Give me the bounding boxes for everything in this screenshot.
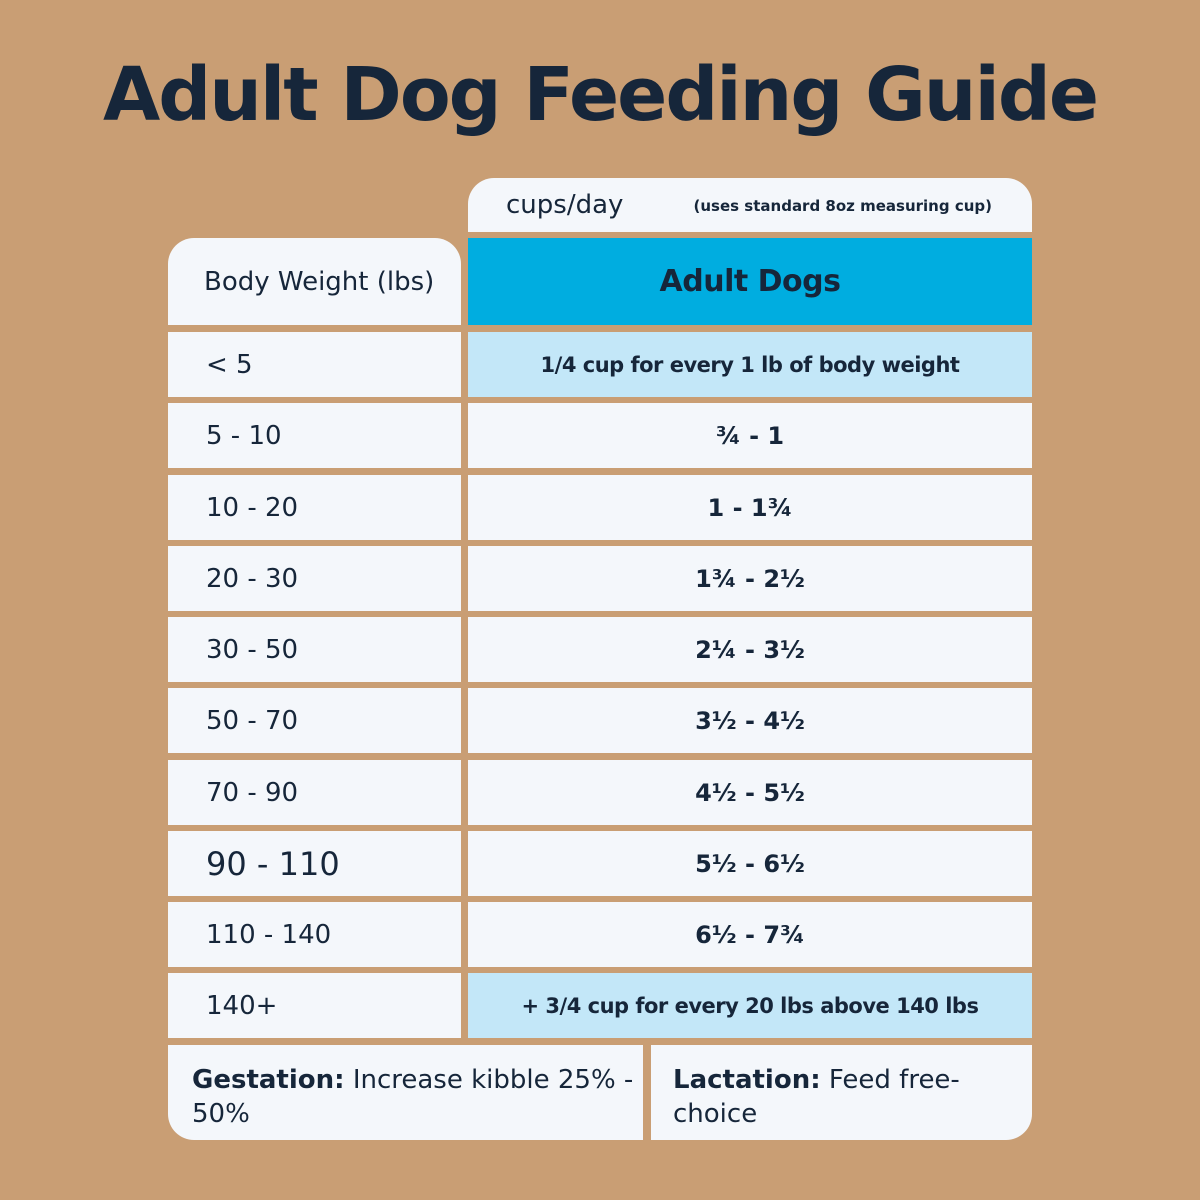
- weight-cell: 20 - 30: [168, 546, 461, 611]
- amount-column-header: Adult Dogs: [468, 238, 1032, 325]
- weight-cell: 140+: [168, 973, 461, 1038]
- weight-cell: 90 - 110: [168, 831, 461, 896]
- lactation-text: Feed free-choice: [673, 1065, 960, 1129]
- weight-column-header: Body Weight (lbs): [168, 238, 461, 325]
- amount-cell: 4½ - 5½: [468, 760, 1032, 825]
- table-row: 20 - 30 1¾ - 2½: [168, 546, 1032, 611]
- amount-cell: 1/4 cup for every 1 lb of body weight: [468, 332, 1032, 397]
- table-row: < 5 1/4 cup for every 1 lb of body weigh…: [168, 332, 1032, 397]
- weight-cell: < 5: [168, 332, 461, 397]
- gestation-label: Gestation:: [192, 1065, 345, 1095]
- amount-cell: 6½ - 7¾: [468, 902, 1032, 967]
- table-row: 10 - 20 1 - 1¾: [168, 475, 1032, 540]
- amount-cell: 2¼ - 3½: [468, 617, 1032, 682]
- table-row: 90 - 110 5½ - 6½: [168, 831, 1032, 896]
- amount-column-label: Adult Dogs: [659, 264, 841, 299]
- weight-cell: 50 - 70: [168, 688, 461, 753]
- table-row: 110 - 140 6½ - 7¾: [168, 902, 1032, 967]
- weight-cell: 5 - 10: [168, 403, 461, 468]
- weight-cell: 10 - 20: [168, 475, 461, 540]
- units-label: cups/day: [506, 190, 624, 220]
- gestation-text: Increase kibble 25% - 50%: [192, 1065, 634, 1129]
- units-note: (uses standard 8oz measuring cup): [693, 197, 992, 215]
- amount-cell: 5½ - 6½: [468, 831, 1032, 896]
- table-row: 140+ + 3/4 cup for every 20 lbs above 14…: [168, 973, 1032, 1038]
- weight-cell: 70 - 90: [168, 760, 461, 825]
- lactation-note: Lactation: Feed free-choice: [651, 1045, 1032, 1140]
- weight-cell: 30 - 50: [168, 617, 461, 682]
- amount-cell: 1 - 1¾: [468, 475, 1032, 540]
- table-row: 30 - 50 2¼ - 3½: [168, 617, 1032, 682]
- amount-cell: ¾ - 1: [468, 403, 1032, 468]
- weight-column-label: Body Weight (lbs): [204, 267, 435, 297]
- gestation-note: Gestation: Increase kibble 25% - 50%: [168, 1045, 643, 1140]
- amount-cell: 3½ - 4½: [468, 688, 1032, 753]
- weight-cell: 110 - 140: [168, 902, 461, 967]
- units-header: cups/day (uses standard 8oz measuring cu…: [468, 178, 1032, 232]
- table-row: 50 - 70 3½ - 4½: [168, 688, 1032, 753]
- table-row: 70 - 90 4½ - 5½: [168, 760, 1032, 825]
- amount-cell: 1¾ - 2½: [468, 546, 1032, 611]
- lactation-label: Lactation:: [673, 1065, 821, 1095]
- page-title: Adult Dog Feeding Guide: [102, 52, 1099, 138]
- table-row: 5 - 10 ¾ - 1: [168, 403, 1032, 468]
- amount-cell: + 3/4 cup for every 20 lbs above 140 lbs: [468, 973, 1032, 1038]
